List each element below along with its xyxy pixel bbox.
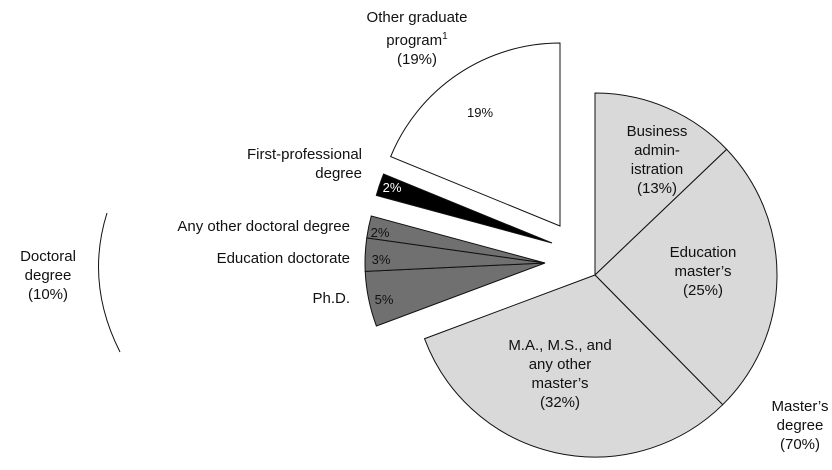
label-part: Ph.D. [312,290,350,307]
slice-name: Other graduate program1 (19%) [367,8,468,69]
label-part: (70%) [779,436,820,453]
label-part: 3% [371,252,391,267]
pie-slice [423,274,724,458]
slice-value: 2% [383,178,402,197]
label-part: 1 [442,31,448,42]
label-part: Other graduate program [366,9,468,49]
pie-slice [594,92,728,277]
label-part: M.A., M.S., and any other master’s [508,337,612,392]
label-part: Education master’s [669,244,737,280]
label-part: (32%) [539,394,580,411]
group-bracket [98,212,121,353]
pie-slice [366,215,546,264]
slice-value: 2% [371,223,390,242]
pie-slice [375,173,553,244]
label-part: (19%) [396,51,437,68]
slice-value: 5% [375,290,394,309]
slice-value: 19% [467,103,493,122]
label-part: Any other doctoral degree [177,218,350,235]
slice-label: Education master’s (25%) [670,243,737,300]
slice-name: Ph.D. [312,289,350,308]
label-part: Education doctorate [216,250,350,267]
pie-slice [390,42,561,227]
label-part: (25%) [682,282,723,299]
label-part: Master’s degree [771,398,829,434]
label-part: First-professional degree [246,146,362,182]
label-part: 19% [466,105,494,120]
pie-slice [594,148,778,406]
slice-label: Business admin- istration (13%) [627,122,688,198]
label-part: (13%) [636,180,677,197]
slice-value: 3% [372,250,391,269]
label-part: 5% [374,292,394,307]
group-label: Master’s degree (70%) [772,397,829,454]
group-label: Doctoral degree (10%) [20,247,76,304]
slice-name: Any other doctoral degree [177,217,350,236]
label-part: (10%) [27,286,69,303]
slice-label: M.A., M.S., and any other master’s (32%) [508,336,611,412]
label-part: 2% [382,180,402,195]
label-part: 2% [370,225,390,240]
label-part: Business admin- istration [626,123,688,178]
label-part: Doctoral degree [20,248,76,284]
slice-name: Education doctorate [217,249,350,268]
slice-name: First-professional degree [247,145,362,183]
